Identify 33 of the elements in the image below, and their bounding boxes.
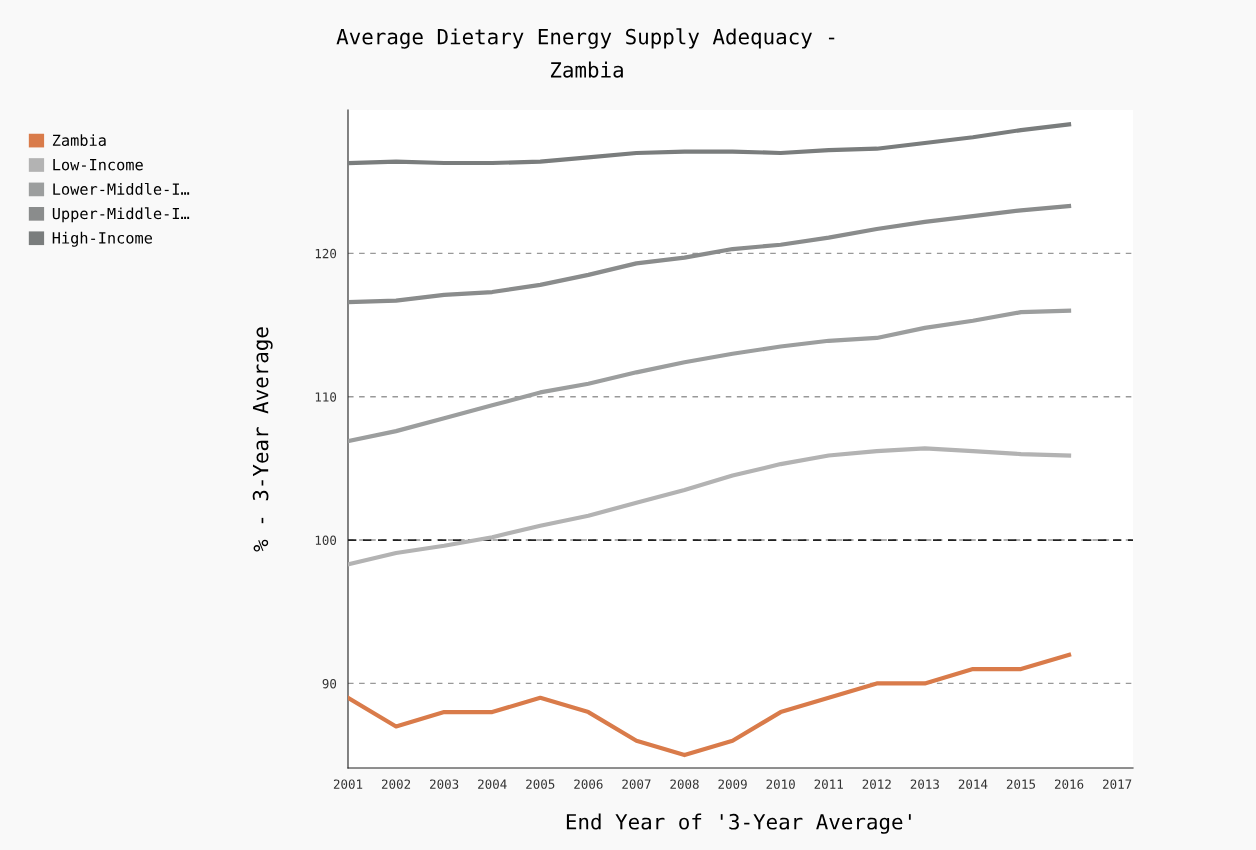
x-tick-label: 2015 [1006, 779, 1036, 789]
x-tick-label: 2017 [1103, 779, 1132, 789]
y-tick-label: 100 [315, 535, 337, 546]
y-axis-title: % - 3-Year Average [252, 327, 273, 552]
x-tick-label: 2005 [526, 779, 555, 789]
y-tick-label: 110 [315, 392, 337, 402]
y-tick-label: 120 [315, 248, 337, 259]
x-tick-label: 2010 [766, 779, 795, 789]
x-axis-title: End Year of '3-Year Average' [566, 813, 911, 834]
x-tick-label: 2011 [814, 779, 843, 789]
line-series [348, 446, 1072, 567]
x-tick-label: 2013 [910, 779, 939, 789]
line-series [348, 203, 1072, 305]
legend-label: Upper-Middle-I… [52, 207, 190, 223]
x-tick-label: 2012 [862, 779, 891, 789]
x-tick-label: 2007 [622, 779, 651, 789]
x-tick-label: 2002 [381, 779, 411, 789]
x-tick-label: 2016 [1054, 779, 1084, 789]
legend-label: High-Income [52, 231, 153, 247]
y-tick-label: 90 [322, 678, 337, 689]
legend-label: Low-Income [53, 159, 143, 171]
x-tick-label: 2009 [718, 779, 747, 789]
chart-title: Average Dietary Energy Supply Adequacy - Zambia [336, 28, 835, 78]
legend-label: Zambia [52, 134, 106, 147]
legend-label: Lower-Middle-I… [53, 182, 190, 195]
x-tick-label: 2003 [430, 779, 459, 789]
x-tick-label: 2014 [958, 779, 988, 789]
x-tick-label: 2008 [670, 779, 699, 789]
x-tick-label: 2001 [333, 779, 363, 789]
x-tick-label: 2004 [478, 779, 507, 789]
x-tick-label: 2006 [574, 779, 603, 789]
line-series [348, 652, 1072, 758]
line-series [348, 122, 1072, 166]
